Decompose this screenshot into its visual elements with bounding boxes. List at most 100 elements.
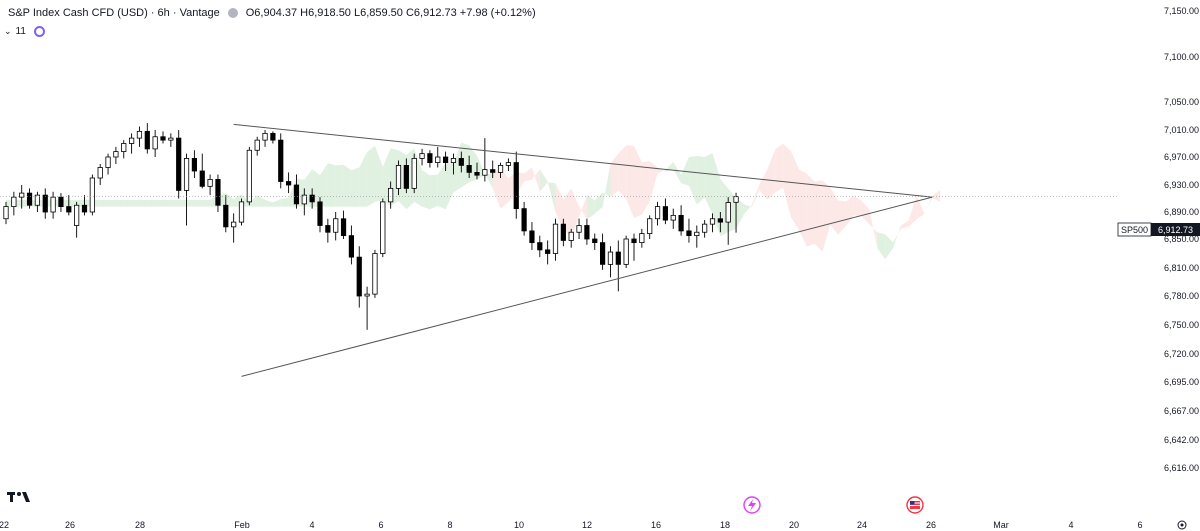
candle-body [427,153,433,163]
y-tick-label: 6,780.00 [1164,291,1199,301]
candle-body [395,164,402,189]
candle-body [419,153,425,159]
price-axis[interactable]: 7,150.00 7,100.00 7,050.00 7,010.00 6,970.00… [1164,6,1199,473]
candle-body [552,223,559,254]
cloud-segment [783,143,791,218]
cloud-segment [225,193,234,207]
cloud-segment [280,197,289,207]
candle-body [160,136,166,141]
x-tick-label: 12 [582,520,592,530]
cloud-segment [461,142,470,188]
candle-body [34,194,41,206]
price-tag: SP500 6,912.73 [1117,222,1200,237]
candle-body [97,167,103,179]
candle-body [152,136,158,150]
cloud-segment [115,199,124,207]
candle-body [442,156,449,163]
candle-body [128,137,135,144]
candle-body [325,225,331,233]
y-tick-label: 7,100.00 [1164,52,1199,62]
candle-body [270,132,276,141]
candle-body [450,157,457,163]
y-tick-label: 6,720.00 [1164,349,1199,359]
cloud-segment [736,197,744,229]
flash-event-icon[interactable] [743,496,761,514]
x-tick-label: 20 [789,520,799,530]
lower-trendline[interactable] [241,196,933,377]
cloud-segment [618,145,627,199]
x-tick-label: 4 [1068,520,1073,530]
candle-body [3,206,9,220]
candle-body [50,196,56,213]
candle-body [136,130,143,139]
ohlc-values: O6,904.37 H6,918.50 L6,859.50 C6,912.73 … [245,7,536,19]
cloud-segment [335,164,344,207]
cloud-segment [445,162,454,210]
cloud-segment [429,174,438,210]
price-tag-symbol: SP500 [1121,225,1148,235]
candle-body [105,156,111,168]
candle-body [183,157,190,191]
cloud-segment [602,164,611,207]
tradingview-logo-icon[interactable] [7,490,33,504]
cloud-segment [351,167,360,207]
cloud-segment [900,220,909,229]
settings-gear-icon[interactable] [1177,520,1187,530]
candle-body [568,231,574,241]
x-tick-label: 26 [65,520,75,530]
candle-body [513,162,519,210]
candle-body [199,170,205,187]
cloud-segment [696,155,705,205]
candle-body [278,139,284,182]
candle-body [293,184,300,205]
candle-body [254,139,260,151]
triangle-trendlines[interactable] [233,123,933,377]
chevron-down-icon[interactable]: ⌄ [4,25,12,36]
candle-body [607,251,614,265]
candle-body [647,218,653,234]
y-tick-label: 7,010.00 [1164,125,1199,135]
cloud-segment [374,145,383,202]
cloud-segment [524,167,532,182]
cloud-segment [610,153,619,197]
candle-body [403,164,409,189]
cloud-segment [147,199,156,207]
cloud-segment [853,195,862,217]
candle-body [301,194,307,205]
symbol-title[interactable]: S&P Index Cash CFD (USD) · 6h · Vantage [8,7,220,19]
cloud-segment [688,155,697,205]
candle-body [466,164,472,173]
cloud-segment [838,200,846,235]
sync-icon[interactable] [33,25,45,37]
cloud-segment [908,195,917,227]
candle-body [81,204,88,213]
cloud-segment [571,188,580,238]
cloud-segment [626,145,634,219]
cloud-segment [539,169,548,192]
indicator-toggle[interactable]: ⌄ 11 [4,24,45,38]
upper-trendline[interactable] [233,123,933,198]
x-tick-label: Mar [993,520,1009,530]
cloud-segment [830,187,839,235]
candle-body [505,162,512,166]
cloud-segment [547,181,556,212]
candle-body [364,293,370,297]
candle-body [26,192,33,206]
cloud-segment [845,195,854,227]
time-axis[interactable]: 22 26 28 Feb 4 6 8 10 12 16 18 20 24 26 Mar 4 6 [0,520,1143,530]
y-tick-label: 6,850.00 [1164,234,1199,244]
candle-body [623,238,629,265]
candles [3,123,739,330]
candle-body [191,157,197,172]
candle-body [121,143,127,152]
candle-body [717,218,723,223]
x-tick-label: 6 [1137,520,1142,530]
candle-body [654,206,661,220]
candle-body [702,223,708,233]
ichimoku-cloud [6,142,941,260]
us-flag-event-icon[interactable] [906,496,924,514]
market-status-icon [227,8,238,18]
cloud-segment [885,234,894,260]
y-tick-label: 6,810.00 [1164,263,1199,273]
